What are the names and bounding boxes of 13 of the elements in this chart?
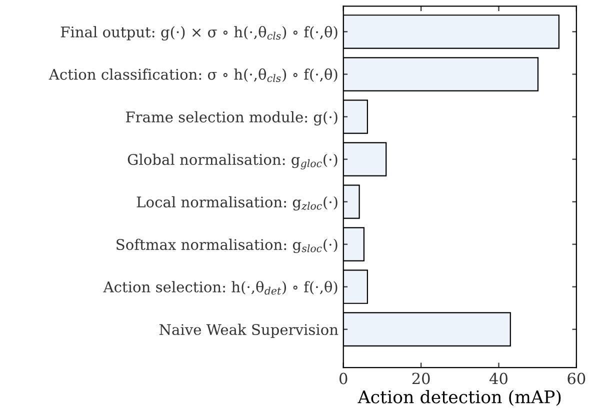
x-tick-label: 0 <box>340 372 348 384</box>
y-tick-label: Softmax normalisation: g$_{sloc}$(·) <box>116 238 338 254</box>
x-tick-label: 20 <box>412 372 430 384</box>
x-tick-label: 40 <box>489 372 508 384</box>
y-tick-label: Global normalisation: g$_{gloc}$(·) <box>128 154 338 170</box>
y-tick-label: Naive Weak Supervision <box>159 324 338 338</box>
y-tick-label: Action selection: h(·,θ$_{det}$) ∘ f(·,θ) <box>103 280 338 295</box>
y-tick-label: Local normalisation: g$_{zloc}$(·) <box>136 196 338 211</box>
y-tick-label: Action classification: σ ∘ h(·,θ$_{cls}$) ∘ f(·,θ) <box>48 68 338 82</box>
x-axis-title: Action detection (mAP) <box>358 390 561 406</box>
y-tick-label: Frame selection module: g(·) <box>126 111 338 126</box>
y-tick-label: Final output: g(·) × σ ∘ h(·,θ$_{cls}$) ∘ f(·,θ) <box>60 26 338 40</box>
x-tick-label: 60 <box>568 372 586 384</box>
